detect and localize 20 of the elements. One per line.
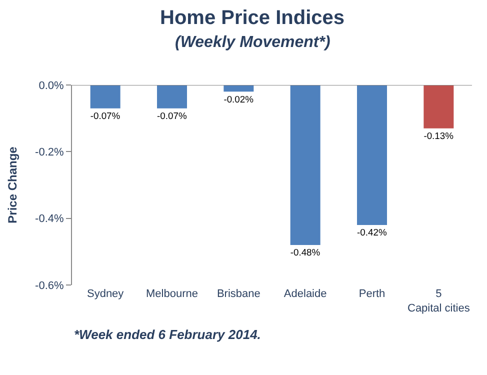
y-tick-label: -0.4% bbox=[35, 213, 64, 226]
x-tick-label: 5 Capital cities bbox=[407, 288, 470, 314]
y-axis-title: Price Change bbox=[5, 146, 20, 224]
data-label: -0.02% bbox=[224, 93, 254, 104]
x-tick-label: Sydney bbox=[86, 288, 124, 300]
x-tick-label: Perth bbox=[358, 288, 386, 300]
text: *Week ended 6 February 2014. bbox=[74, 327, 261, 342]
x-tick-label: Brisbane bbox=[216, 288, 260, 300]
x-tick-label: Adelaide bbox=[284, 288, 327, 300]
y-tick-label: 0.0% bbox=[38, 80, 64, 92]
data-label: -0.07% bbox=[157, 110, 188, 122]
x-tick-label: Melbourne bbox=[146, 288, 198, 300]
chart-subtitle: (Weekly Movement*) bbox=[175, 34, 330, 51]
data-label: -0.48% bbox=[290, 246, 321, 258]
data-label: -0.13% bbox=[424, 130, 454, 142]
y-tick-label: -0.2% bbox=[35, 146, 64, 159]
data-label: -0.07% bbox=[90, 110, 121, 122]
chart-title: Home Price Indices bbox=[160, 7, 345, 29]
data-label: -0.42% bbox=[357, 226, 388, 238]
y-tick-label: -0.6% bbox=[35, 280, 64, 292]
